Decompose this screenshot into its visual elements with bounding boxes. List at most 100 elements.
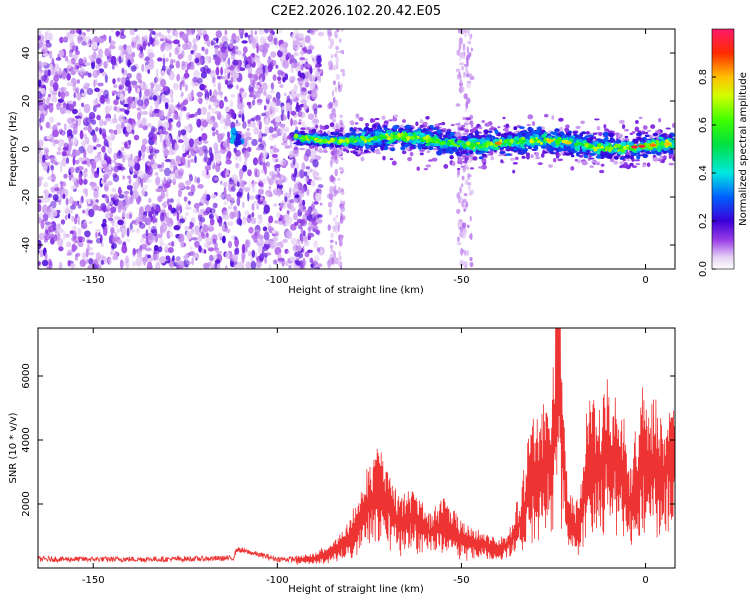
- noise-blob: [241, 40, 248, 44]
- noise-blob: [167, 242, 175, 246]
- noise-blob: [190, 217, 196, 223]
- noise-blob: [198, 136, 202, 142]
- noise-blob: [189, 174, 193, 182]
- signal-spot: [229, 138, 235, 144]
- noise-blob: [38, 39, 43, 49]
- signal-blob: [590, 152, 596, 157]
- noise-blob: [165, 57, 169, 63]
- noise-blob: [319, 249, 323, 255]
- signal-blob: [577, 136, 584, 140]
- noise-blob: [86, 88, 94, 95]
- noise-blob: [154, 172, 159, 176]
- signal-blob: [350, 121, 355, 126]
- noise-blob: [83, 56, 86, 61]
- signal-blob: [469, 167, 475, 170]
- noise-blob: [57, 237, 64, 247]
- noise-blob: [257, 87, 264, 94]
- streak-blob: [340, 265, 343, 269]
- noise-blob: [67, 124, 75, 129]
- streak-blob: [327, 31, 333, 37]
- signal-blob: [502, 116, 506, 120]
- signal-blob: [329, 122, 335, 128]
- noise-blob: [204, 89, 209, 93]
- noise-blob: [269, 29, 274, 34]
- noise-blob: [241, 254, 245, 264]
- noise-blob: [110, 55, 117, 66]
- noise-blob: [139, 245, 143, 251]
- noise-blob: [256, 101, 262, 106]
- noise-blob: [287, 210, 290, 214]
- noise-blob: [297, 246, 302, 252]
- noise-blob: [175, 60, 181, 69]
- noise-blob: [241, 216, 247, 225]
- signal-blob: [354, 122, 359, 125]
- noise-blob: [127, 139, 132, 145]
- noise-blob: [251, 99, 256, 106]
- signal-blob: [636, 132, 643, 137]
- noise-blob: [176, 73, 181, 82]
- noise-blob: [246, 140, 250, 149]
- noise-blob: [261, 133, 268, 137]
- noise-blob: [292, 187, 298, 193]
- streak-blob: [338, 255, 342, 261]
- noise-blob: [309, 168, 313, 173]
- streak-blob: [463, 30, 468, 34]
- noise-blob: [129, 189, 133, 196]
- noise-blob: [155, 176, 161, 186]
- signal-blob: [591, 136, 597, 139]
- signal-blob: [564, 152, 571, 156]
- noise-blob: [299, 57, 306, 61]
- signal-blob: [360, 156, 365, 162]
- signal-spot: [231, 127, 237, 134]
- noise-blob: [310, 151, 316, 160]
- noise-blob: [86, 144, 94, 154]
- noise-blob: [185, 203, 190, 210]
- noise-blob: [150, 125, 156, 134]
- noise-blob: [74, 159, 80, 165]
- signal-blob: [437, 123, 444, 126]
- noise-blob: [129, 229, 136, 233]
- noise-blob: [124, 109, 130, 115]
- streak-blob: [337, 81, 341, 86]
- signal-blob: [526, 123, 531, 127]
- noise-blob: [165, 42, 170, 47]
- signal-blob: [551, 115, 555, 120]
- noise-blob: [95, 231, 98, 239]
- noise-blob: [118, 114, 125, 123]
- noise-blob: [161, 188, 168, 193]
- noise-blob: [38, 109, 41, 117]
- noise-blob: [95, 252, 101, 262]
- noise-blob: [207, 224, 214, 232]
- noise-blob: [39, 249, 44, 258]
- signal-blob: [402, 119, 406, 123]
- noise-blob: [263, 204, 270, 214]
- noise-blob: [96, 157, 104, 162]
- noise-blob: [285, 221, 290, 226]
- noise-blob: [244, 239, 249, 249]
- noise-blob: [292, 39, 296, 49]
- noise-blob: [280, 113, 284, 122]
- noise-blob: [237, 261, 244, 269]
- noise-blob: [223, 188, 227, 198]
- noise-blob: [78, 118, 81, 126]
- noise-blob: [275, 122, 281, 127]
- noise-blob: [223, 201, 228, 205]
- signal-blob: [634, 159, 641, 162]
- noise-blob: [146, 216, 152, 226]
- noise-blob: [180, 129, 187, 136]
- noise-blob: [236, 217, 242, 225]
- noise-blob: [74, 216, 78, 225]
- noise-blob: [204, 49, 209, 55]
- signal-blob: [359, 129, 365, 132]
- noise-blob: [263, 241, 270, 245]
- noise-blob: [55, 57, 62, 61]
- noise-blob: [267, 35, 274, 42]
- noise-blob: [80, 263, 84, 267]
- signal-blob: [324, 124, 330, 130]
- noise-blob: [74, 123, 79, 128]
- noise-blob: [166, 211, 170, 217]
- noise-blob: [122, 49, 128, 54]
- noise-blob: [112, 78, 116, 85]
- signal-blob: [583, 154, 589, 159]
- noise-blob: [68, 166, 75, 174]
